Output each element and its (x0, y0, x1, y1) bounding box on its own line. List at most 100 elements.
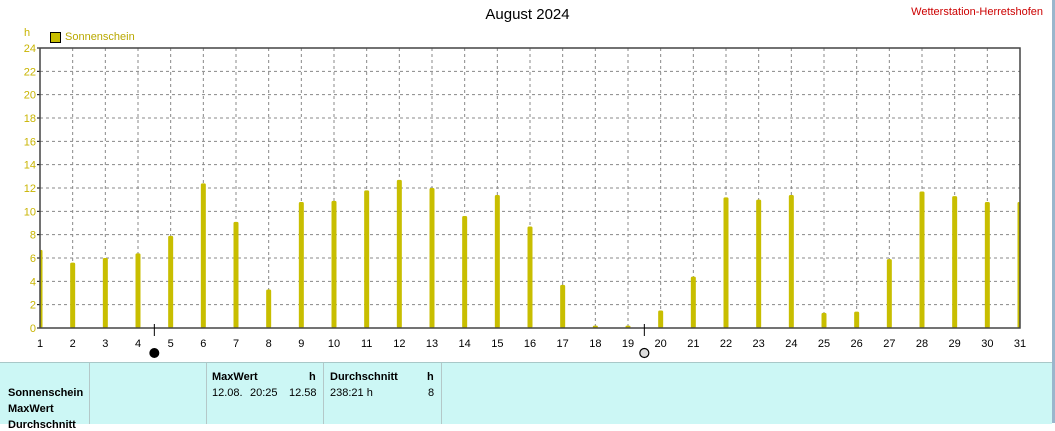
maxwert-value: 12.58 (289, 387, 317, 399)
y-tick-label: 22 (24, 66, 36, 78)
row-label-sonnenschein: Sonnenschein (8, 387, 84, 399)
bar-sonnenschein (429, 188, 435, 328)
bar-sonnenschein (560, 284, 566, 328)
column-divider (89, 363, 90, 424)
bar-sonnenschein (168, 235, 174, 328)
bar-sonnenschein (788, 195, 794, 328)
legend-label: Sonnenschein (65, 31, 135, 43)
x-tick-label: 24 (785, 338, 797, 350)
new-moon-icon (149, 348, 160, 358)
x-tick-label: 26 (851, 338, 863, 350)
durchschnitt-value: 8 (428, 387, 435, 399)
y-tick-label: 14 (24, 160, 36, 172)
y-tick-label: 2 (30, 300, 36, 312)
bar-sonnenschein (919, 191, 925, 328)
x-tick-label: 2 (70, 338, 76, 350)
bar-sonnenschein (756, 199, 762, 328)
durchschnitt-header: Durchschnitt (330, 371, 398, 383)
x-tick-label: 22 (720, 338, 732, 350)
x-tick-label: 6 (200, 338, 206, 350)
bar-sonnenschein (527, 226, 533, 328)
x-tick-label: 31 (1014, 338, 1026, 350)
x-tick-label: 8 (266, 338, 272, 350)
bar-sonnenschein (135, 253, 141, 328)
x-tick-label: 28 (916, 338, 928, 350)
x-tick-label: 30 (981, 338, 993, 350)
chart-area: 0 2 4 6 8 10 12 14 16 18 20 22 24 1 2 3 4 5 6 7 8 9 10 11 12 13 14… (24, 6, 1043, 359)
legend: Sonnenschein (50, 31, 135, 43)
x-tick-label: 18 (589, 338, 601, 350)
bar-sonnenschein (233, 221, 239, 328)
x-tick-label: 21 (687, 338, 699, 350)
x-tick-label: 10 (328, 338, 340, 350)
bar-sonnenschein (70, 262, 76, 328)
x-tick-label: 1 (37, 338, 43, 350)
bar-sonnenschein (984, 202, 990, 328)
x-tick-label: 13 (426, 338, 438, 350)
y-tick-label: 6 (30, 253, 36, 265)
maxwert-date: 12.08. (212, 387, 243, 399)
x-tick-label: 17 (557, 338, 569, 350)
x-tick-label: 29 (949, 338, 961, 350)
bar-sonnenschein (690, 276, 696, 328)
durchschnitt-unit: h (427, 371, 434, 383)
x-tick-label: 25 (818, 338, 830, 350)
y-tick-label: 10 (24, 206, 36, 218)
y-tick-label: 24 (24, 43, 36, 55)
x-tick-label: 14 (459, 338, 471, 350)
row-label-durchschnitt: Durchschnitt (8, 419, 76, 431)
x-tick-label: 4 (135, 338, 141, 350)
statistics-table: Sonnenschein MaxWert Durchschnitt MaxWer… (0, 362, 1052, 431)
row-label-maxwert: MaxWert (8, 403, 54, 415)
y-tick-label: 20 (24, 90, 36, 102)
station-name: Wetterstation-Herretshofen (911, 6, 1043, 18)
y-tick-label: 4 (30, 276, 36, 288)
bar-sonnenschein (494, 195, 500, 328)
bar-sonnenschein (952, 196, 958, 328)
bar-sonnenschein (266, 289, 272, 328)
x-tick-label: 7 (233, 338, 239, 350)
x-tick-label: 11 (361, 338, 372, 350)
maxwert-header: MaxWert (212, 371, 258, 383)
x-tick-label: 23 (753, 338, 765, 350)
x-tick-label: 19 (622, 338, 634, 350)
bar-sonnenschein (821, 312, 827, 328)
chart-title: August 2024 (485, 6, 570, 23)
y-tick-label: 18 (24, 113, 36, 125)
x-tick-label: 3 (102, 338, 108, 350)
legend-swatch (50, 31, 61, 43)
y-tick-label: 16 (24, 136, 36, 148)
y-tick-label: 12 (24, 183, 36, 195)
bar-sonnenschein (102, 258, 108, 328)
bar-sonnenschein (658, 310, 664, 328)
x-tick-label: 12 (393, 338, 405, 350)
column-divider (441, 363, 442, 424)
plot-frame (39, 47, 1021, 329)
full-moon-icon (639, 347, 650, 359)
maxwert-time: 20:25 (250, 387, 278, 399)
window-edge (1052, 0, 1055, 423)
x-tick-label: 5 (168, 338, 174, 350)
bar-sonnenschein (200, 183, 206, 328)
x-tick-label: 15 (491, 338, 503, 350)
y-axis-unit: h (24, 27, 31, 39)
bar-sonnenschein (364, 190, 370, 328)
column-divider (206, 363, 207, 424)
y-tick-label: 8 (30, 230, 36, 242)
column-divider (323, 363, 324, 424)
bar-sonnenschein (462, 216, 468, 328)
y-tick-label: 0 (30, 323, 36, 335)
bar-sonnenschein (298, 202, 304, 328)
bar-sonnenschein (723, 197, 729, 328)
bar-sonnenschein (396, 179, 402, 328)
durchschnitt-sum: 238:21 h (330, 387, 373, 399)
x-tick-label: 16 (524, 338, 536, 350)
x-tick-label: 27 (883, 338, 895, 350)
bar-sonnenschein (331, 200, 337, 328)
bar-sonnenschein (854, 311, 860, 328)
bar-sonnenschein (886, 259, 892, 328)
x-tick-label: 20 (655, 338, 667, 350)
maxwert-unit: h (309, 371, 316, 383)
x-tick-label: 9 (298, 338, 304, 350)
